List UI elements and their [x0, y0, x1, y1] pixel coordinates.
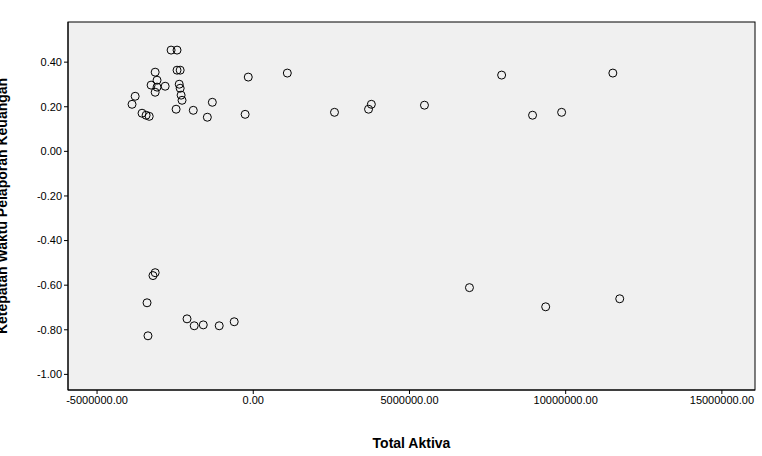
svg-text:-1.00: -1.00 [37, 368, 62, 380]
svg-text:-5000000.00: -5000000.00 [66, 394, 128, 406]
svg-text:10000000.00: 10000000.00 [534, 394, 598, 406]
svg-text:Ketepatan Waktu Pelaporan Keua: Ketepatan Waktu Pelaporan Keuangan [8, 78, 10, 334]
svg-text:15000000.00: 15000000.00 [690, 394, 754, 406]
svg-text:-0.40: -0.40 [37, 234, 62, 246]
svg-text:-0.20: -0.20 [37, 190, 62, 202]
svg-text:0.40: 0.40 [41, 56, 62, 68]
svg-text:0.00: 0.00 [41, 145, 62, 157]
svg-text:0.00: 0.00 [243, 394, 264, 406]
svg-text:-0.80: -0.80 [37, 324, 62, 336]
svg-text:Total Aktiva: Total Aktiva [373, 435, 451, 451]
svg-text:0.20: 0.20 [41, 101, 62, 113]
svg-text:5000000.00: 5000000.00 [380, 394, 438, 406]
svg-text:-0.60: -0.60 [37, 279, 62, 291]
